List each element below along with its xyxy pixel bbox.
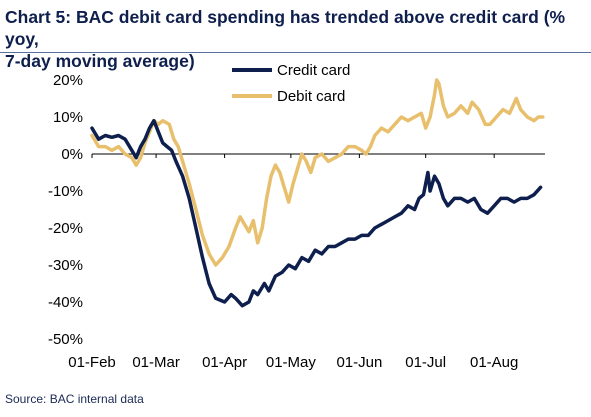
x-tick-label: 01-Jun xyxy=(336,354,382,371)
y-tick-label: 20% xyxy=(53,72,83,89)
x-tick-label: 01-Apr xyxy=(202,354,247,371)
x-tick-label: 01-Mar xyxy=(132,354,180,371)
y-tick-label: -10% xyxy=(48,183,83,200)
chart-title-line-2: 7-day moving average) xyxy=(5,51,195,71)
legend-label: Debit card xyxy=(277,88,345,105)
chart-title: Chart 5: BAC debit card spending has tre… xyxy=(5,6,585,72)
y-tick-label: -30% xyxy=(48,257,83,274)
series-line-credit-card xyxy=(90,118,543,308)
x-tick-label: 01-Feb xyxy=(68,354,116,371)
y-tick-label: 0% xyxy=(61,146,83,163)
x-axis-ticks: 01-Feb 01-Mar 01-Apr 01-May 01-Jun 01-Jul 01-A… xyxy=(68,154,518,371)
line-chart: 20% 10% 0% -10% -20% -30% -40% -50% 01-Feb 01-Ma… xyxy=(48,62,545,371)
y-tick-label: 10% xyxy=(53,109,83,126)
title-divider xyxy=(0,52,591,53)
x-tick-label: 01-Jul xyxy=(405,354,446,371)
series-line-debit-card xyxy=(90,78,545,267)
x-tick-label: 01-May xyxy=(266,354,317,371)
y-axis-ticks: 20% 10% 0% -10% -20% -30% -40% -50% xyxy=(48,72,83,348)
source-note: Source: BAC internal data xyxy=(5,392,144,406)
series-layer xyxy=(90,78,545,308)
y-tick-label: -40% xyxy=(48,294,83,311)
y-tick-label: -20% xyxy=(48,220,83,237)
legend: Credit card Debit card xyxy=(232,62,350,105)
chart-title-line-1: Chart 5: BAC debit card spending has tre… xyxy=(5,7,566,49)
x-tick-label: 01-Aug xyxy=(470,354,518,371)
legend-label: Credit card xyxy=(277,62,350,79)
y-tick-label: -50% xyxy=(48,331,83,348)
